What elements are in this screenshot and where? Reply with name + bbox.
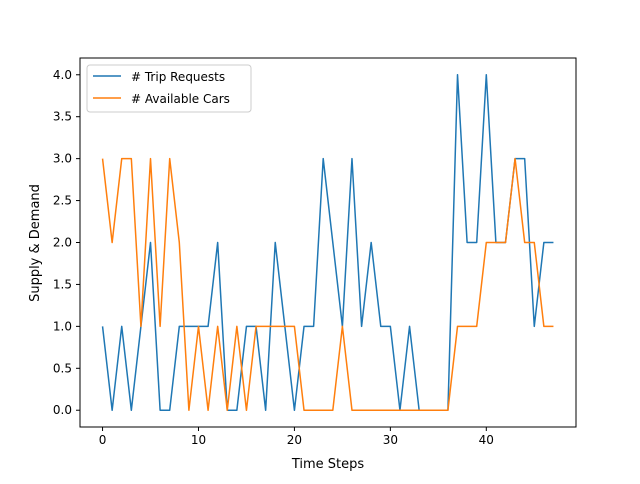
y-tick-label: 0.5 <box>53 361 72 375</box>
legend: # Trip Requests # Available Cars <box>86 64 252 113</box>
y-tick-label: 2.5 <box>53 194 72 208</box>
legend-label-1: # Available Cars <box>131 92 230 106</box>
x-tick-label: 10 <box>191 433 206 447</box>
x-axis-ticks: 0 10 20 30 40 <box>99 427 494 447</box>
series-line-0 <box>101 74 554 411</box>
x-tick-label: 20 <box>287 433 302 447</box>
y-tick-label: 4.0 <box>53 68 72 82</box>
legend-items: # Trip Requests # Available Cars <box>93 70 230 106</box>
series-layer <box>101 74 554 411</box>
x-tick-label: 40 <box>479 433 494 447</box>
legend-box <box>86 64 252 113</box>
y-axis-ticks: 0.0 0.5 1.0 1.5 2.0 2.5 3.0 3.5 4.0 <box>53 68 80 417</box>
y-tick-label: 0.0 <box>53 403 72 417</box>
y-tick-label: 2.0 <box>53 236 72 250</box>
y-tick-label: 1.0 <box>53 319 72 333</box>
legend-label-0: # Trip Requests <box>131 70 225 84</box>
y-tick-label: 1.5 <box>53 277 72 291</box>
y-tick-label: 3.0 <box>53 152 72 166</box>
y-tick-label: 3.5 <box>53 110 72 124</box>
x-axis-label: Time Steps <box>291 457 365 472</box>
x-tick-label: 0 <box>99 433 107 447</box>
y-axis-label: Supply & Demand <box>28 184 43 302</box>
x-tick-label: 30 <box>383 433 398 447</box>
series-line-1 <box>101 157 554 411</box>
